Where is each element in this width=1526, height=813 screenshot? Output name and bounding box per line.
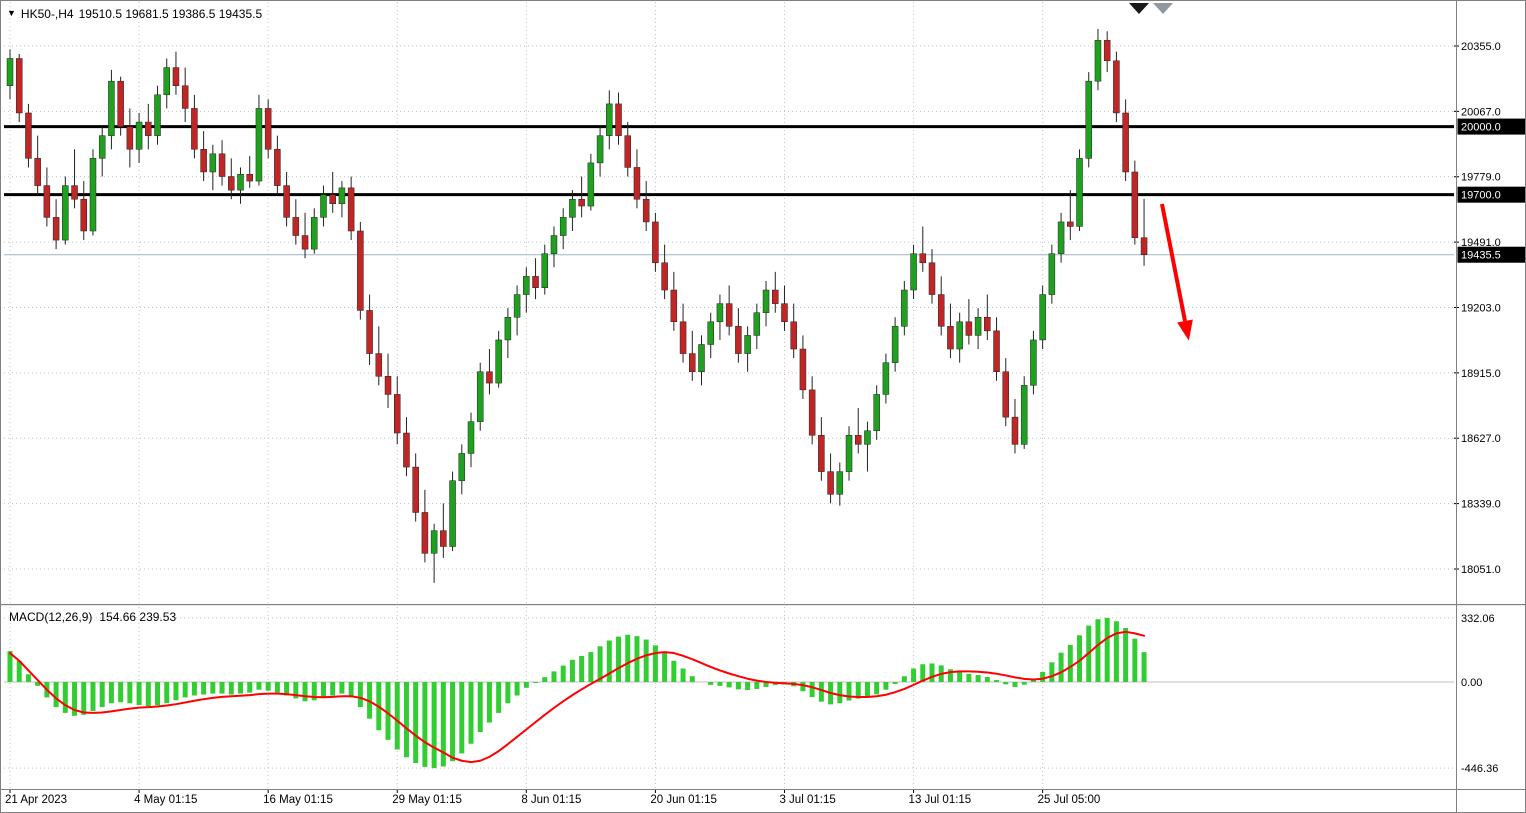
svg-text:16 May 01:15: 16 May 01:15 (263, 794, 333, 806)
svg-text:19491.0: 19491.0 (1461, 237, 1501, 249)
svg-text:20 Jun 01:15: 20 Jun 01:15 (650, 794, 717, 806)
symbol-marker-icon: ▼ (7, 7, 16, 18)
symbol-timeframe-label: HK50-,H4 (20, 7, 74, 21)
svg-text:18051.0: 18051.0 (1461, 564, 1501, 576)
svg-text:19203.0: 19203.0 (1461, 302, 1501, 314)
svg-text:29 May 01:15: 29 May 01:15 (392, 794, 462, 806)
svg-text:3 Jul 01:15: 3 Jul 01:15 (779, 794, 835, 806)
chart-header: ▼ HK50-,H4 19510.5 19681.5 19386.5 19435… (7, 7, 262, 21)
macd-values: 154.66 239.53 (99, 610, 177, 624)
svg-text:18627.0: 18627.0 (1461, 433, 1501, 445)
macd-indicator-label: MACD(12,26,9) 154.66 239.53 (9, 610, 176, 624)
svg-text:19779.0: 19779.0 (1461, 172, 1501, 184)
svg-text:0.00: 0.00 (1461, 677, 1482, 689)
svg-text:19700.0: 19700.0 (1461, 190, 1501, 202)
svg-text:19435.5: 19435.5 (1461, 250, 1501, 262)
svg-text:20000.0: 20000.0 (1461, 122, 1501, 134)
svg-text:21 Apr 2023: 21 Apr 2023 (5, 794, 67, 806)
svg-text:8 Jun 01:15: 8 Jun 01:15 (521, 794, 581, 806)
svg-text:13 Jul 01:15: 13 Jul 01:15 (909, 794, 972, 806)
svg-text:332.06: 332.06 (1461, 613, 1495, 625)
svg-text:18339.0: 18339.0 (1461, 499, 1501, 511)
svg-text:25 Jul 05:00: 25 Jul 05:00 (1038, 794, 1101, 806)
macd-name: MACD(12,26,9) (9, 610, 93, 624)
svg-text:4 May 01:15: 4 May 01:15 (134, 794, 197, 806)
svg-text:20355.0: 20355.0 (1461, 41, 1501, 53)
svg-text:18915.0: 18915.0 (1461, 368, 1501, 380)
ohlc-values: 19510.5 19681.5 19386.5 19435.5 (78, 7, 263, 21)
svg-text:20067.0: 20067.0 (1461, 106, 1501, 118)
svg-text:-446.36: -446.36 (1461, 763, 1498, 775)
